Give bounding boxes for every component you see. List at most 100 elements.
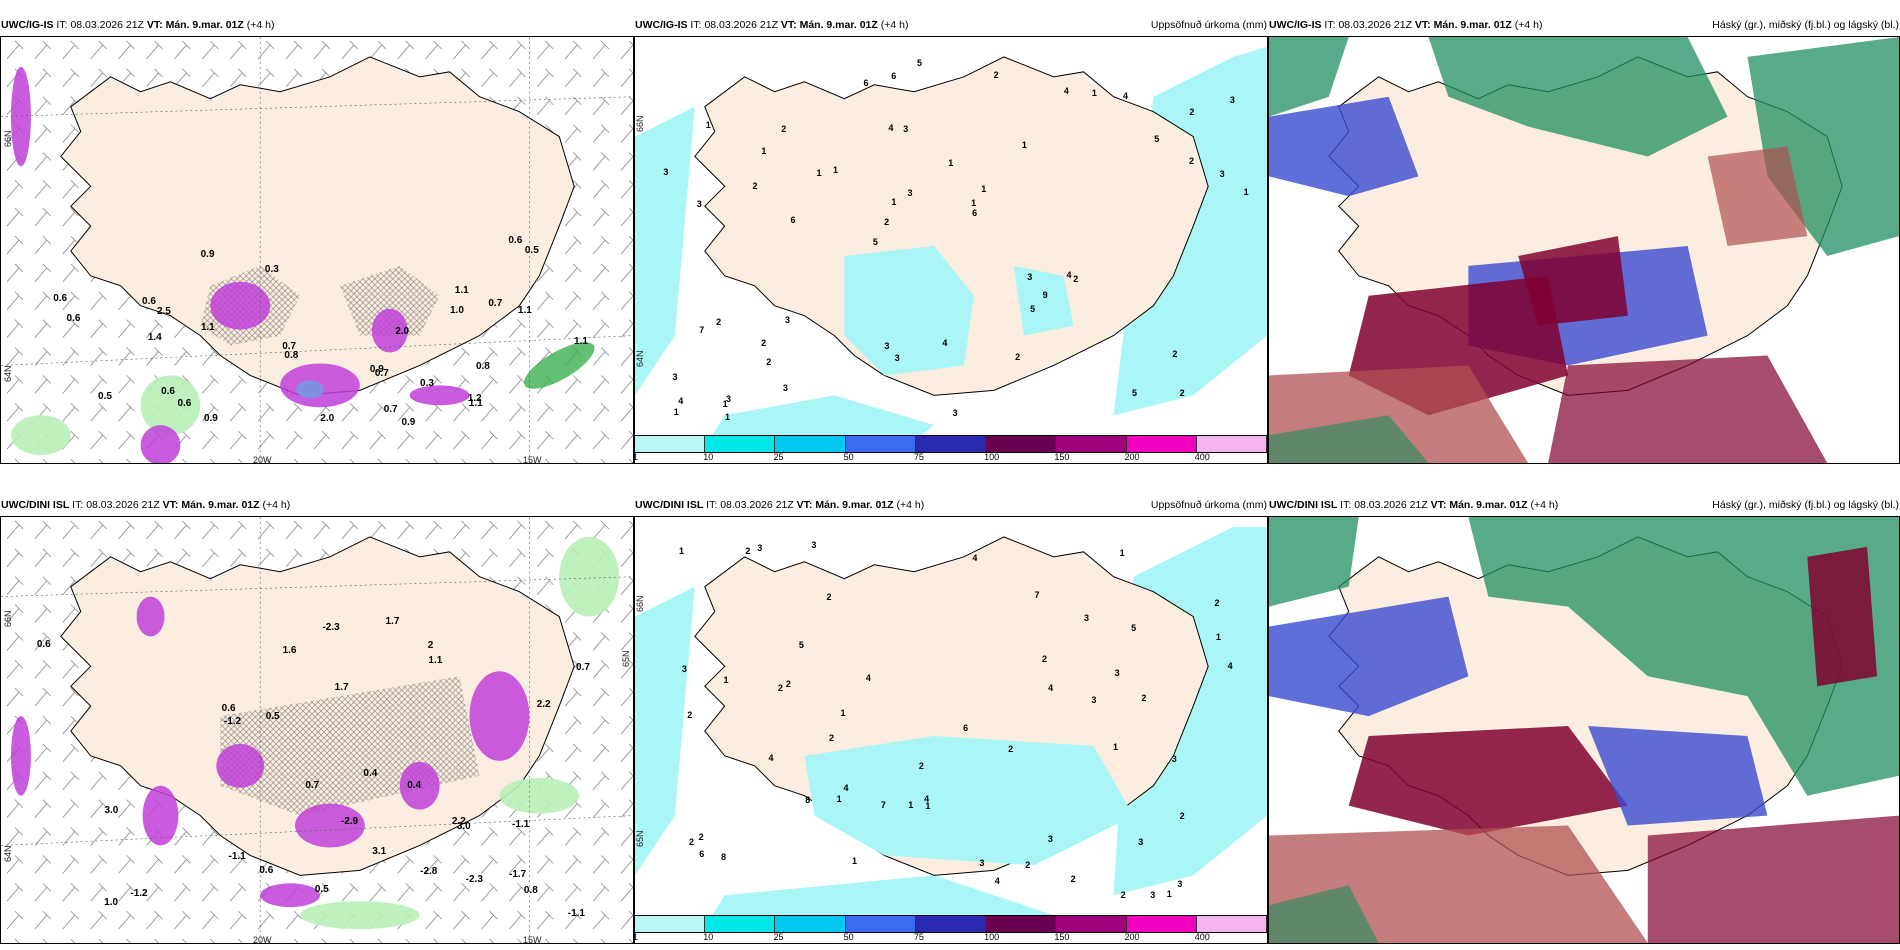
map-value-label: 0.8 (475, 360, 490, 372)
iceland-land (694, 56, 1209, 396)
map-value-label: 2 (1141, 692, 1147, 703)
map-value-label: 0.8 (523, 885, 538, 897)
colorbar-label: 1 (633, 932, 639, 942)
map-value-label: 3 (1091, 694, 1097, 705)
map-value-label: 0.6 (177, 397, 192, 409)
map-value-label: 3 (1219, 168, 1225, 179)
map-value-label: 3 (785, 314, 791, 325)
map-value-label: 1 (840, 708, 846, 719)
map-value-label: 1.1 (454, 285, 469, 297)
map-value-label: 4 (1066, 269, 1072, 280)
map-value-label: 1.1 (517, 305, 532, 317)
map-value-label: 5 (1131, 623, 1137, 634)
map-value-label: 1.1 (574, 335, 588, 347)
colorbar-label: 25 (773, 932, 784, 942)
map-value-label: 1 (1215, 632, 1221, 643)
vt-label: VT: Mán. 9.mar. 01Z (796, 499, 894, 511)
it-value: 08.03.2026 21Z (1354, 499, 1428, 511)
lead-time: (+4 h) (1514, 19, 1543, 31)
map-value-label: 4 (1048, 683, 1054, 694)
cloud-cover-map-bottom: UWC/DINI ISL IT: 08.03.2026 21Z VT: Mán.… (1268, 499, 1900, 944)
map-value-label: 0.6 (221, 703, 236, 714)
map-value-label: 2 (918, 761, 924, 772)
map-value-label: 0.9 (200, 248, 215, 260)
lon-label: 20W (253, 935, 272, 945)
map-value-label: -2.3 (465, 874, 483, 886)
map-value-label: 2 (1189, 107, 1195, 118)
map-value-label: 4 (865, 673, 871, 684)
map-value-label: 8 (805, 795, 811, 806)
map-value-label: 3 (1084, 613, 1090, 624)
it-label: IT: (690, 19, 702, 31)
colorbar-swatch (915, 436, 987, 452)
map-value-label: 1 (1021, 140, 1027, 151)
map-value-label: 3 (663, 167, 669, 178)
map-value-label: 1.0 (104, 896, 119, 908)
map-value-label: 1.2 (467, 392, 482, 404)
map-value-label: 2.5 (156, 306, 171, 318)
map-value-label: 0.9 (203, 413, 218, 425)
map-value-label: 3 (672, 372, 678, 383)
map-value-label: 2 (1120, 889, 1126, 900)
colorbar-label: 75 (913, 452, 924, 462)
panel-title: Háský (gr.), miðský (fj.bl.) og lágský (… (1712, 499, 1899, 511)
map-value-label: 1 (925, 801, 931, 812)
map-value-label: -2.3 (322, 622, 340, 634)
colorbar-label: 400 (1194, 452, 1210, 462)
map-canvas (1, 517, 633, 943)
panel-header: UWC/DINI ISL IT: 08.03.2026 21Z VT: Mán.… (1, 499, 290, 515)
lon-label: 15W (523, 935, 542, 945)
vt-label: VT: Mán. 9.mar. 01Z (162, 499, 260, 511)
map-value-label: 2 (1015, 352, 1021, 363)
map-value-label: 6 (790, 214, 796, 225)
map-value-label: 2 (826, 591, 832, 602)
map-value-label: 3 (782, 383, 788, 394)
map-value-label: 0.7 (305, 779, 320, 791)
map-canvas (1269, 37, 1899, 463)
map-value-label: 2 (1189, 155, 1195, 166)
lat-label: 64N (3, 845, 13, 862)
map-value-label: -2.8 (420, 865, 438, 877)
map-value-label: 2 (1179, 810, 1185, 821)
colorbar-swatch (775, 436, 846, 452)
panel-header: UWC/DINI ISL IT: 08.03.2026 21Z VT: Mán.… (635, 499, 924, 515)
map-value-label: 3 (1150, 889, 1156, 900)
map-value-label: 4 (843, 782, 849, 793)
lon-label: 20W (253, 455, 272, 465)
map-value-label: 3 (884, 340, 890, 351)
map-value-label: 3 (894, 353, 900, 364)
map-value-label: 2 (761, 337, 767, 348)
panel-header: UWC/IG-IS IT: 08.03.2026 21Z VT: Mán. 9.… (1269, 19, 1542, 35)
lead-time: (+4 h) (246, 19, 275, 31)
map-value-label: 2 (716, 317, 722, 328)
colorbar-label: 10 (703, 932, 714, 942)
map-value-label: 2 (785, 679, 791, 690)
map-value-label: 1 (833, 165, 839, 176)
map-value-label: 1.1 (428, 655, 443, 667)
map-value-label: 1.6 (282, 645, 297, 657)
map-value-label: 1.4 (147, 332, 162, 344)
colorbar-label: 200 (1124, 932, 1140, 942)
map-canvas (1269, 517, 1899, 943)
lat-label: 64N (635, 350, 645, 367)
lat-label: 64N (3, 365, 13, 382)
colorbar-labels: 1 10 25 50 75 100 150 200 400 (633, 452, 1267, 463)
colorbar-swatch (775, 916, 846, 932)
map-value-label: 1 (1243, 187, 1249, 198)
map-value-label: 0.7 (488, 298, 503, 310)
colorbar-swatch (1056, 436, 1127, 452)
map-value-label: 0.6 (259, 864, 274, 876)
map-value-label: 0.8 (284, 349, 299, 361)
map-value-label: 5 (916, 57, 922, 68)
map-value-label: 3 (1138, 837, 1144, 848)
iceland-land (60, 56, 575, 396)
panel-header: UWC/IG-IS IT: 08.03.2026 21Z VT: Mán. 9.… (635, 19, 908, 35)
map-canvas (1, 37, 633, 463)
map-value-label: 1.7 (385, 615, 400, 627)
map-canvas (635, 517, 1267, 943)
map-value-label: 0.5 (524, 244, 539, 256)
map-value-label: 0.3 (264, 264, 279, 276)
map-value-label: 9 (1042, 290, 1048, 301)
colorbar: 1 10 25 50 75 100 150 200 400 (633, 915, 1267, 943)
map-value-label: 4 (972, 552, 978, 563)
